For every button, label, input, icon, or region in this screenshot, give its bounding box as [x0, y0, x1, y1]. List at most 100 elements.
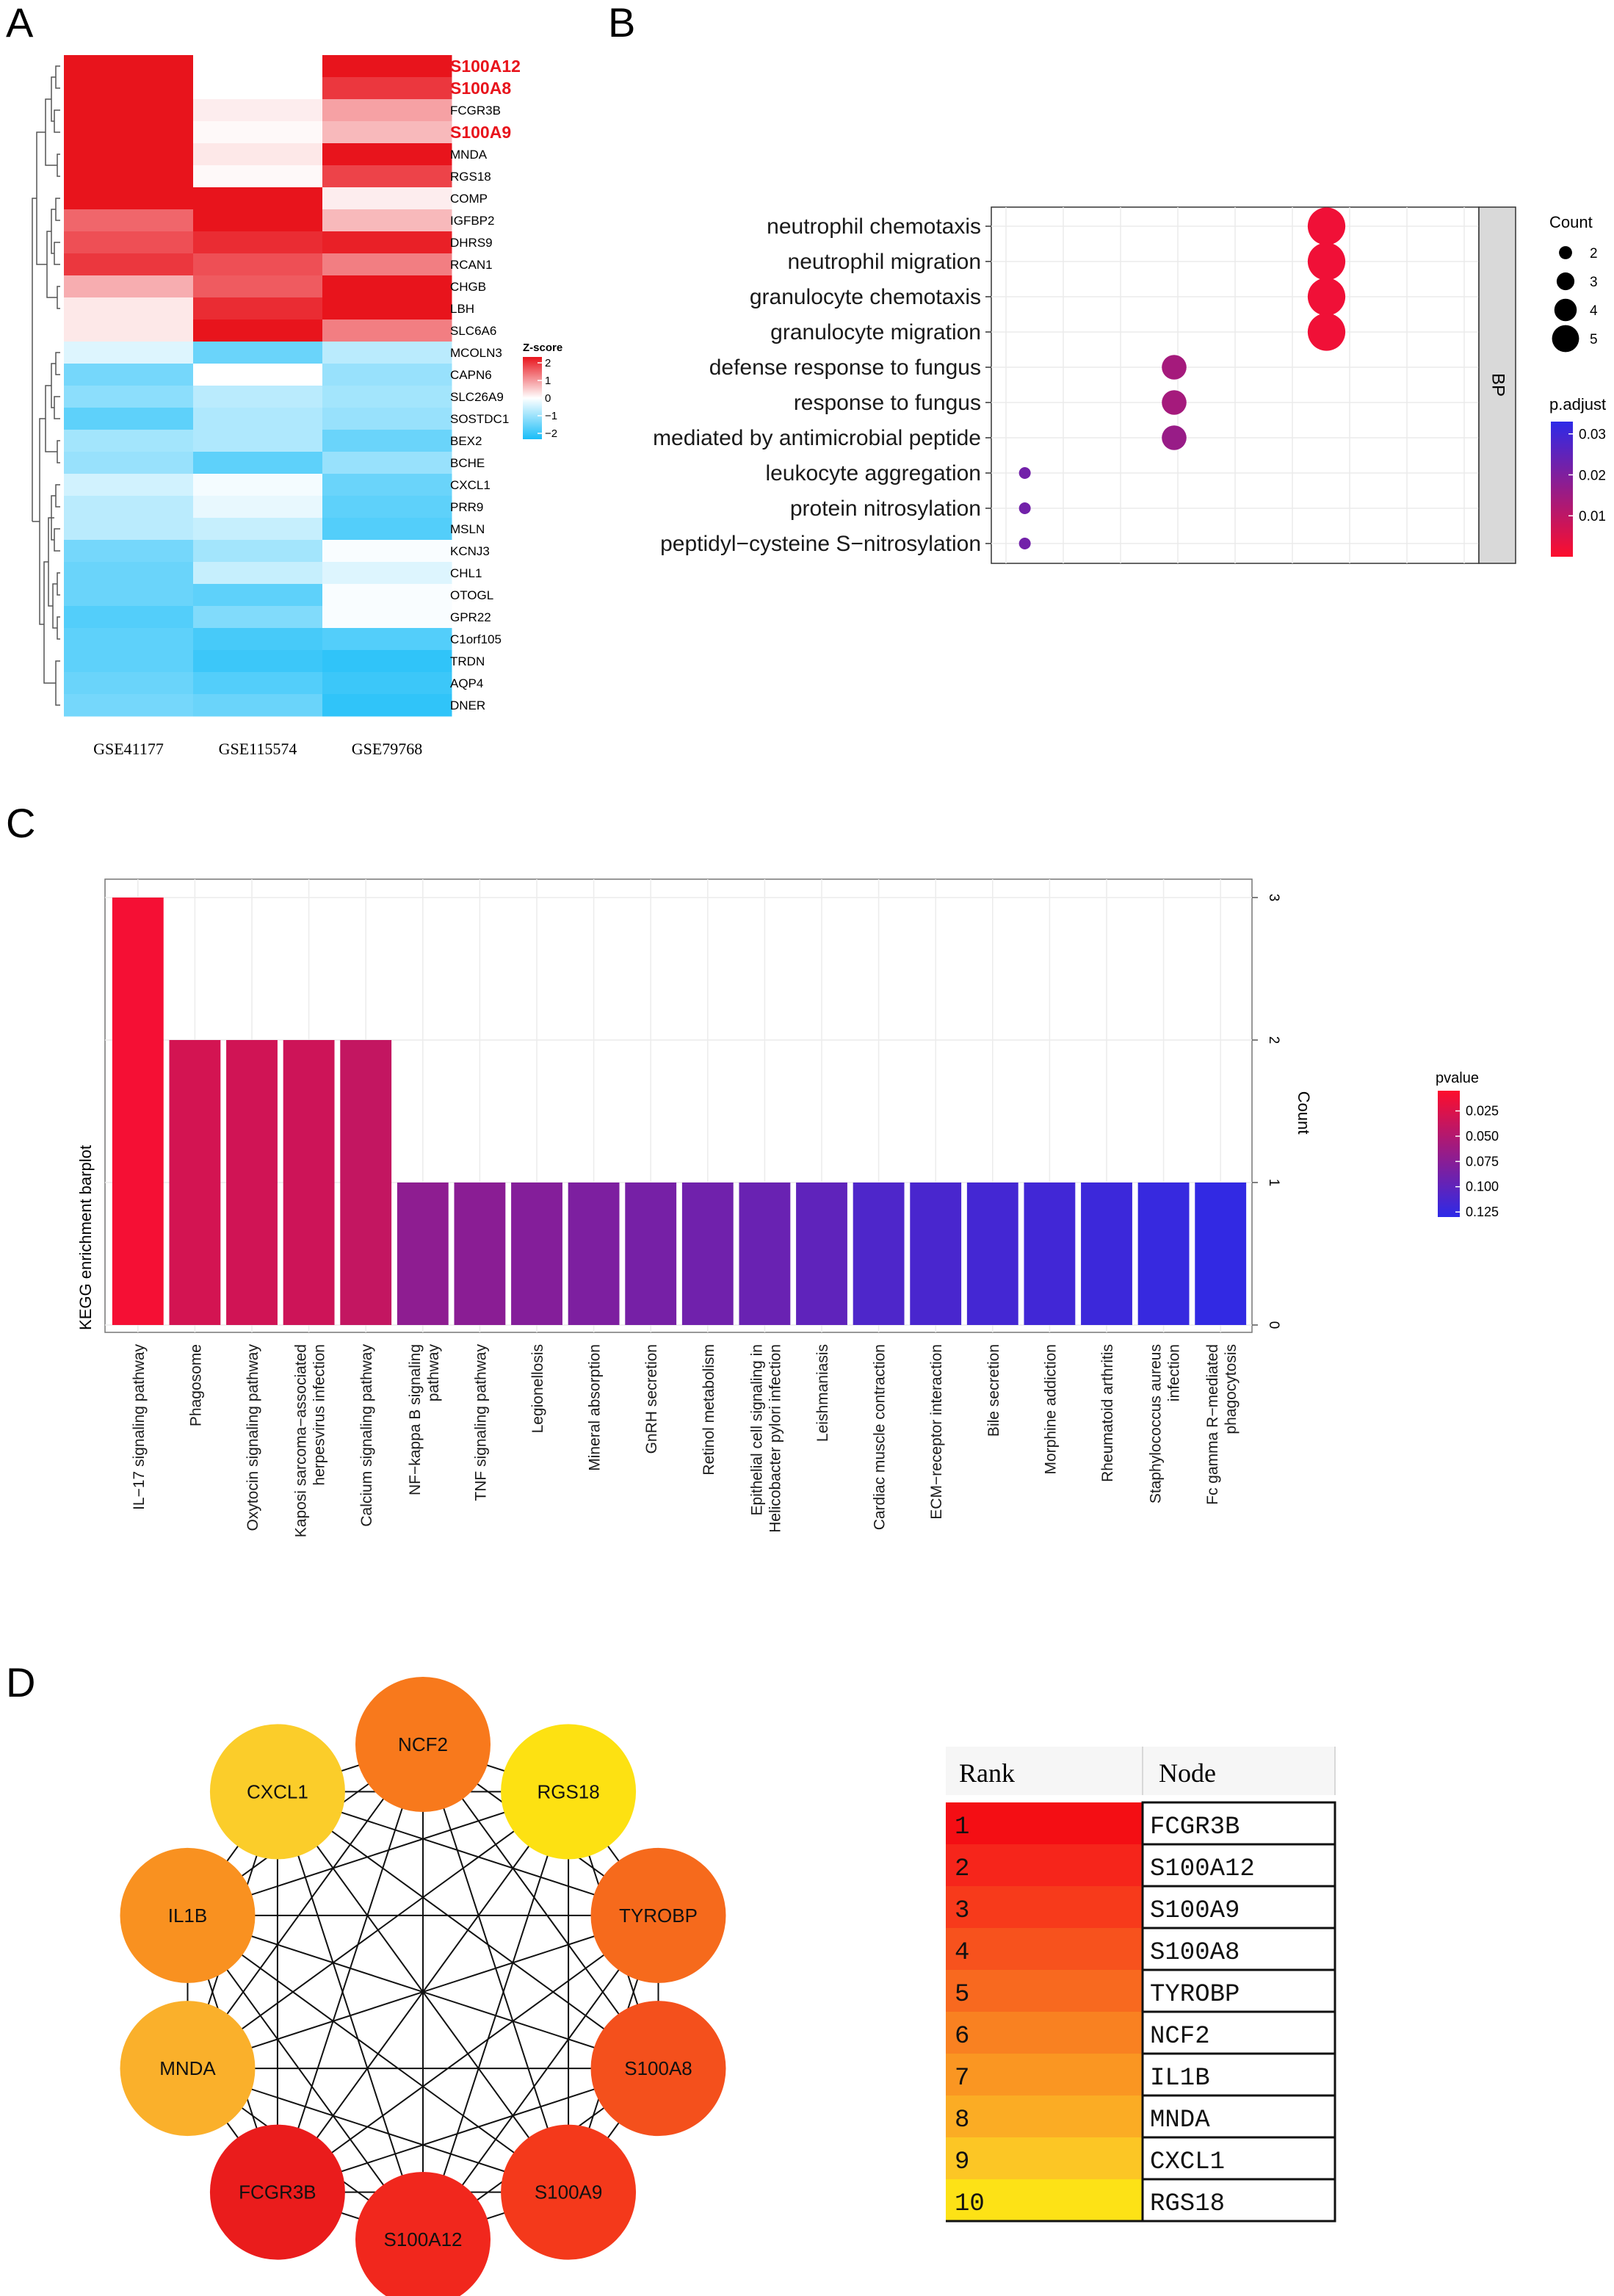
- dot-neutrophil-chemotaxis: [1307, 207, 1346, 245]
- heatmap-cell-aqp4-gse115574: [193, 672, 323, 695]
- rank-cell-bg-9: [946, 2137, 1143, 2179]
- heatmap-cell-kcnj3-gse115574: [193, 540, 323, 563]
- bar-label-calcium-signaling-pathway: Calcium signaling pathway: [358, 1344, 375, 1527]
- count-legend-label-3: 3: [1590, 275, 1598, 290]
- heatmap-cell-dner-gse79768: [322, 694, 452, 717]
- pvalue-tick-label-0-125: 0.125: [1466, 1205, 1499, 1219]
- heatmap-cell-lbh-gse79768: [322, 297, 452, 320]
- rank-cell-10: 10: [955, 2190, 985, 2218]
- node-label-s100a8: S100A8: [624, 2057, 692, 2079]
- term-label-neutrophil-chemotaxis: neutrophil chemotaxis: [767, 214, 981, 239]
- node-cell-bg-3: [1141, 1885, 1336, 1929]
- node-il1b: IL1B: [120, 1847, 256, 1983]
- node-cxcl1: CXCL1: [209, 1724, 345, 1860]
- gene-label-gpr22: GPR22: [450, 610, 491, 624]
- rank-cell-bg-4: [946, 1928, 1143, 1970]
- gene-label-lbh: LBH: [450, 302, 474, 316]
- gene-label-aqp4: AQP4: [450, 676, 483, 690]
- heatmap-cell-slc6a6-gse79768: [322, 320, 452, 342]
- column-label-gse115574: GSE115574: [219, 740, 297, 758]
- bar-bile-secretion: [966, 1183, 1018, 1325]
- heatmap-cell-rcan1-gse41177: [64, 253, 194, 276]
- heatmap-cell-lbh-gse41177: [64, 297, 194, 320]
- gene-label-chl1: CHL1: [450, 566, 482, 580]
- barplot-kegg-axis-label: KEGG enrichment barplot: [76, 1145, 95, 1330]
- bar-gnrh-secretion: [625, 1183, 677, 1325]
- heatmap-cell-comp-gse115574: [193, 187, 323, 210]
- bar-rheumatoid-arthritis: [1081, 1183, 1132, 1325]
- barplot-bars: [112, 898, 1247, 1325]
- heatmap-cell-comp-gse79768: [322, 187, 452, 210]
- term-label-granulocyte-migration: granulocyte migration: [770, 320, 981, 344]
- heatmap-cell-s100a9-gse41177: [64, 121, 194, 144]
- rank-cell-4: 4: [955, 1939, 969, 1967]
- dot-peptidyl-cysteine-s-nitrosylation: [1018, 538, 1031, 549]
- heatmap-cell-fcgr3b-gse115574: [193, 99, 323, 122]
- heatmap-cell-bex2-gse79768: [322, 430, 452, 452]
- rank-cell-bg-10: [946, 2179, 1143, 2221]
- bar-cardiac-muscle-contraction: [853, 1183, 905, 1325]
- heatmap-cell-mcoln3-gse115574: [193, 342, 323, 364]
- column-label-gse79768: GSE79768: [352, 740, 423, 758]
- pvalue-tick-label-0-100: 0.100: [1466, 1180, 1499, 1194]
- heatmap-cell-bex2-gse41177: [64, 430, 194, 452]
- node-cell-fcgr3b: FCGR3B: [1150, 1813, 1240, 1841]
- bar-oxytocin-signaling-pathway: [226, 1040, 278, 1325]
- gene-label-slc26a9: SLC26A9: [450, 390, 504, 404]
- panel-letter-b: B: [608, 0, 635, 46]
- gene-label-dner: DNER: [450, 698, 485, 712]
- heatmap-cell-slc26a9-gse79768: [322, 386, 452, 408]
- node-circle-s100a8: [590, 2001, 726, 2137]
- gene-label-rgs18: RGS18: [450, 170, 491, 184]
- heatmap-cell-slc26a9-gse41177: [64, 386, 194, 408]
- rank-cell-bg-5: [946, 1970, 1143, 2012]
- rank-table-row: 4 S100A8: [946, 1927, 1336, 1971]
- gene-label-mcoln3: MCOLN3: [450, 346, 502, 360]
- rank-cell-bg-1: [946, 1802, 1143, 1844]
- count-legend-dot-3: [1556, 272, 1575, 291]
- rank-cell-6: 6: [955, 2023, 969, 2051]
- node-cell-bg-9: [1141, 2136, 1336, 2181]
- padj-legend-bar: [1551, 422, 1573, 557]
- node-circle-s100a12: [355, 2172, 491, 2296]
- go-dotplot-panel: BP neutrophil chemotaxis neutrophil migra…: [653, 206, 1606, 564]
- heatmap-cell-slc6a6-gse115574: [193, 320, 323, 342]
- heatmap-cell-cxcl1-gse79768: [322, 474, 452, 497]
- zscore-tick-label: 1: [545, 375, 551, 387]
- pvalue-tick-label-0-075: 0.075: [1466, 1154, 1499, 1169]
- gene-label-igfbp2: IGFBP2: [450, 214, 494, 228]
- rank-table: Rank Node 1 FCGR3B 2 S100A12 3 S100A9 4 S100A8 5 TY…: [946, 1747, 1336, 2223]
- term-label-neutrophil-migration: neutrophil migration: [788, 250, 981, 274]
- bar-label-cardiac-muscle-contraction: Cardiac muscle contraction: [872, 1344, 889, 1530]
- node-circle-mnda: [120, 2001, 256, 2137]
- heatmap-cell-c1orf105-gse115574: [193, 628, 323, 651]
- panel-letter-d: D: [6, 1659, 35, 1705]
- heatmap-cell-s100a8-gse41177: [64, 77, 194, 100]
- heatmap-panel: S100A12 S100A8 FCGR3B S100A9 MNDA RGS18 COMP IG…: [32, 55, 562, 758]
- facet-strip: [1478, 206, 1516, 564]
- panel-letter-a: A: [6, 0, 34, 46]
- gene-label-comp: COMP: [450, 192, 488, 206]
- zscore-tick-label: 2: [545, 357, 551, 369]
- gene-label-rcan1: RCAN1: [450, 258, 493, 272]
- bar-label-il-17-signaling-pathway: IL−17 signaling pathway: [131, 1344, 148, 1510]
- heatmap-cell-dner-gse115574: [193, 694, 323, 717]
- dot-defense-response-to-fungus: [1162, 355, 1187, 380]
- node-label-ncf2: NCF2: [398, 1733, 448, 1755]
- count-legend: Count 2 3 4 5: [1549, 213, 1598, 353]
- node-circle-tyrobp: [590, 1847, 726, 1983]
- bar-mineral-absorption: [568, 1183, 620, 1325]
- rank-table-header-bg: [946, 1747, 1335, 1795]
- bar-epithelial-cell-signaling-in-helicobacter-pylori-infection: [739, 1183, 791, 1325]
- count-legend-dot-4: [1554, 298, 1577, 322]
- gene-label-cxcl1: CXCL1: [450, 478, 491, 492]
- rank-table-row: 5 TYROBP: [946, 1968, 1336, 2013]
- heatmap-cell-chl1-gse79768: [322, 562, 452, 585]
- bar-il-17-signaling-pathway: [112, 898, 164, 1325]
- zscore-legend: Z-score 2 1 0 −1 −2: [523, 342, 562, 440]
- barplot-count-ticks: 0 1 2 3: [1252, 894, 1281, 1329]
- bar-leishmaniasis: [796, 1183, 847, 1325]
- dot-response-to-fungus: [1162, 390, 1187, 415]
- rank-cell-5: 5: [955, 1981, 969, 2009]
